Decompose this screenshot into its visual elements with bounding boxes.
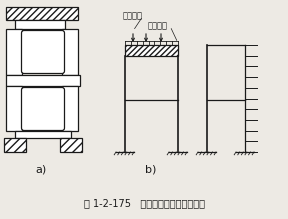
Text: 图 1-2-175   拱上建筑横向按刚架分析: 图 1-2-175 拱上建筑横向按刚架分析 [84, 198, 204, 208]
Text: 纵梁反力: 纵梁反力 [123, 12, 143, 21]
FancyBboxPatch shape [22, 88, 65, 131]
Bar [15, 20, 65, 29]
Bar [125, 45, 178, 56]
Bar [4, 138, 26, 152]
Text: a): a) [35, 165, 47, 175]
Bar [62, 29, 78, 75]
Bar [6, 29, 22, 75]
Bar [62, 86, 78, 131]
Text: b): b) [145, 165, 157, 175]
Bar [6, 75, 80, 86]
Bar [15, 131, 71, 138]
Text: 分布荷载: 分布荷载 [148, 21, 168, 30]
FancyBboxPatch shape [22, 30, 65, 74]
Bar [6, 86, 22, 131]
Bar [60, 138, 82, 152]
Bar [6, 7, 78, 20]
